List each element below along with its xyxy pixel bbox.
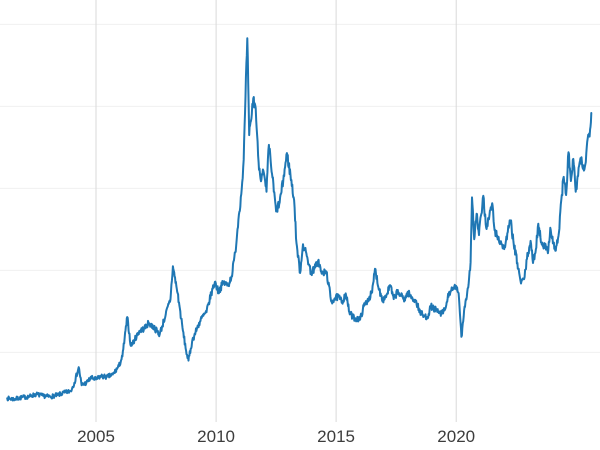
- x-tick-label: 2015: [317, 427, 355, 446]
- price-line: [6, 37, 593, 402]
- x-tick-label: 2005: [77, 427, 115, 446]
- x-tick-label: 2020: [437, 427, 475, 446]
- x-tick-label: 2010: [197, 427, 235, 446]
